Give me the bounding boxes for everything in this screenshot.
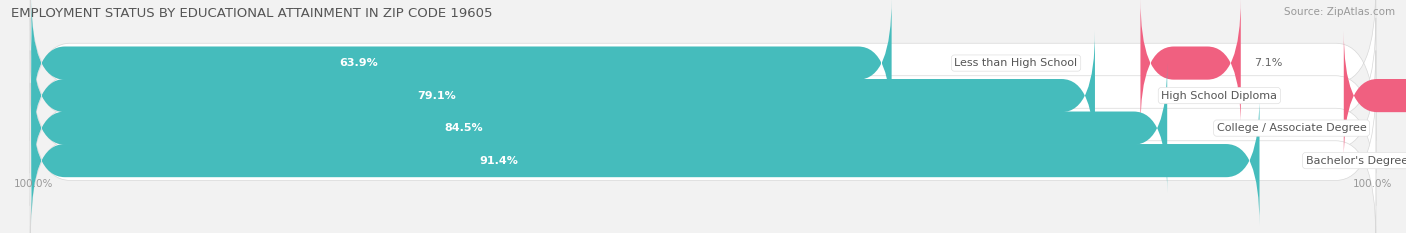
Text: 84.5%: 84.5% <box>444 123 484 133</box>
FancyBboxPatch shape <box>30 0 1376 141</box>
Text: 91.4%: 91.4% <box>479 156 519 166</box>
Text: 79.1%: 79.1% <box>416 91 456 101</box>
Text: EMPLOYMENT STATUS BY EDUCATIONAL ATTAINMENT IN ZIP CODE 19605: EMPLOYMENT STATUS BY EDUCATIONAL ATTAINM… <box>11 7 492 20</box>
FancyBboxPatch shape <box>1344 31 1406 160</box>
Text: High School Diploma: High School Diploma <box>1161 91 1278 101</box>
Legend: In Labor Force, Unemployed: In Labor Force, Unemployed <box>610 231 796 233</box>
FancyBboxPatch shape <box>31 31 1095 160</box>
Text: 100.0%: 100.0% <box>14 179 53 189</box>
FancyBboxPatch shape <box>1140 0 1240 128</box>
FancyBboxPatch shape <box>30 83 1376 233</box>
FancyBboxPatch shape <box>30 50 1376 206</box>
FancyBboxPatch shape <box>31 63 1167 193</box>
Text: 100.0%: 100.0% <box>1353 179 1392 189</box>
Text: College / Associate Degree: College / Associate Degree <box>1216 123 1367 133</box>
Text: Less than High School: Less than High School <box>955 58 1077 68</box>
FancyBboxPatch shape <box>30 18 1376 173</box>
Text: 63.9%: 63.9% <box>340 58 378 68</box>
FancyBboxPatch shape <box>31 96 1260 225</box>
Text: Bachelor's Degree or higher: Bachelor's Degree or higher <box>1306 156 1406 166</box>
FancyBboxPatch shape <box>31 0 891 128</box>
Text: 7.1%: 7.1% <box>1254 58 1282 68</box>
Text: Source: ZipAtlas.com: Source: ZipAtlas.com <box>1284 7 1395 17</box>
